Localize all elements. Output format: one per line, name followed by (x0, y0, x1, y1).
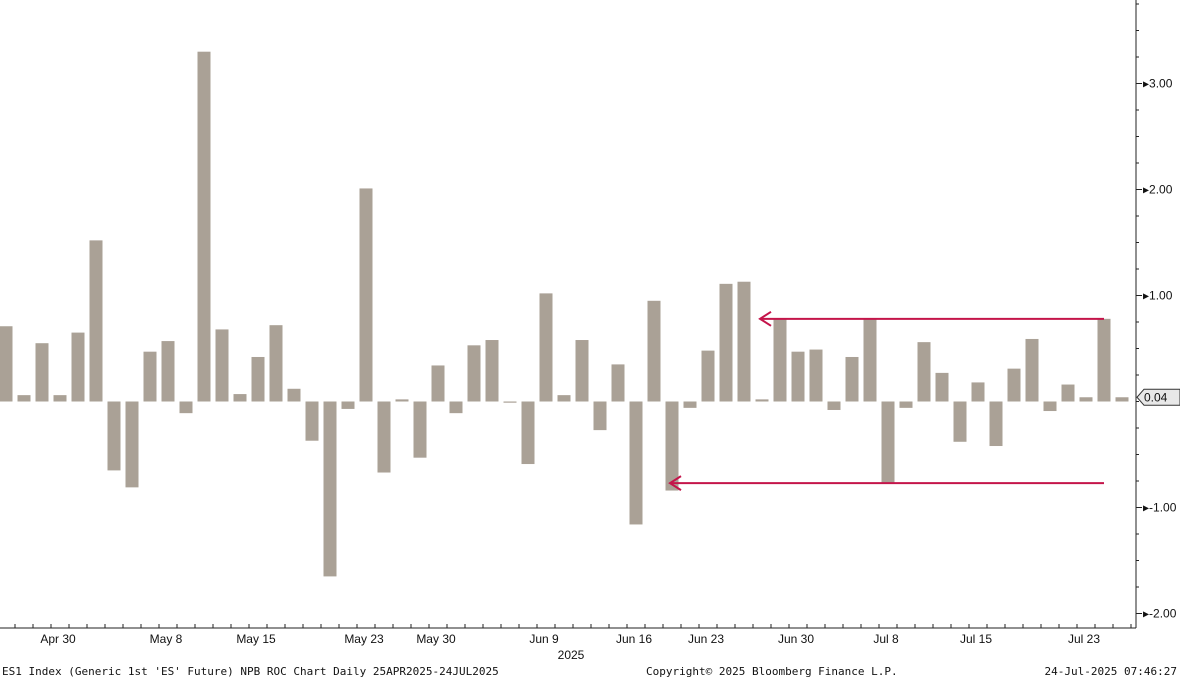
bar (845, 356, 859, 402)
footer-copyright-text: Copyright© 2025 Bloomberg Finance L.P. (646, 665, 898, 678)
bar (17, 395, 31, 402)
annotation-arrowhead (758, 310, 772, 327)
bar (1043, 401, 1057, 412)
bar (35, 343, 49, 402)
bar (341, 401, 355, 409)
annotations-layer (668, 310, 1104, 491)
bars-layer (0, 51, 1129, 577)
footer: ES1 Index (Generic 1st 'ES' Future) NPB … (2, 665, 1177, 678)
y-tick-label: ▸3.00 (1143, 77, 1173, 91)
bar (1079, 397, 1093, 402)
x-tick-label: Apr 30 (40, 632, 76, 646)
x-tick-label: Jun 30 (778, 632, 814, 646)
bar (125, 401, 139, 488)
bar (683, 401, 697, 408)
footer-left-text: ES1 Index (Generic 1st 'ES' Future) NPB … (2, 665, 499, 678)
bar (467, 345, 481, 402)
bar (323, 401, 337, 577)
bar (359, 188, 373, 402)
bar (1115, 397, 1129, 402)
bar (881, 401, 895, 484)
x-tick-label: Jul 15 (960, 632, 992, 646)
bar (971, 382, 985, 402)
bar (917, 342, 931, 402)
last-value-label: 0.04 (1144, 390, 1168, 404)
bar (395, 399, 409, 402)
x-tick-label: Jun 9 (529, 632, 559, 646)
bar (449, 401, 463, 414)
bar (161, 341, 175, 402)
x-tick-label: May 23 (344, 632, 384, 646)
y-tick-label: ▸-2.00 (1143, 607, 1177, 621)
bar (935, 372, 949, 402)
bar (269, 325, 283, 402)
bar (287, 388, 301, 402)
bar (377, 401, 391, 473)
bar (71, 332, 85, 402)
bar (755, 399, 769, 402)
bar (251, 356, 265, 402)
bar (53, 395, 67, 402)
x-tick-label: Jul 23 (1068, 632, 1100, 646)
bar (107, 401, 121, 471)
bar (593, 401, 607, 431)
bar (413, 401, 427, 458)
x-tick-label: Jun 23 (688, 632, 724, 646)
bar (539, 293, 553, 402)
y-tick-label: ▸-1.00 (1143, 501, 1177, 515)
annotation-arrowhead (668, 475, 682, 491)
bar (629, 401, 643, 525)
bar (557, 395, 571, 402)
bar (773, 318, 787, 402)
x-tick-label: Jul 8 (873, 632, 899, 646)
bar (791, 351, 805, 402)
footer-timestamp-text: 24-Jul-2025 07:46:27 (1045, 665, 1177, 678)
bar (1061, 384, 1075, 402)
x-tick-label: May 30 (416, 632, 456, 646)
bar (503, 401, 517, 403)
bar (89, 240, 103, 402)
bar (989, 401, 1003, 447)
bar (899, 401, 913, 408)
bar (1097, 318, 1111, 402)
bar (143, 351, 157, 402)
bar (575, 340, 589, 402)
bar (0, 326, 13, 402)
bar (809, 349, 823, 402)
bar (215, 329, 229, 402)
bar (431, 365, 445, 402)
last-value-tag (1136, 388, 1180, 406)
bar (233, 394, 247, 402)
bar (1007, 368, 1021, 402)
bar (737, 281, 751, 402)
bar (179, 401, 193, 414)
bar (665, 401, 679, 491)
bar (1025, 338, 1039, 402)
x-year-label: 2025 (558, 648, 585, 662)
x-tick-label: May 8 (150, 632, 183, 646)
bar (197, 51, 211, 402)
bar (485, 340, 499, 402)
bar (719, 283, 733, 402)
x-tick-label: Jun 16 (616, 632, 652, 646)
bar (827, 401, 841, 410)
bar (863, 318, 877, 402)
bar (521, 401, 535, 465)
y-tick-label: ▸1.00 (1143, 289, 1173, 303)
bar (701, 350, 715, 402)
bar (611, 364, 625, 402)
axes-layer: ▸3.00 ▸2.00 ▸1.00 ▸-1.00 ▸-2.00 0.04 Apr 30 May… (0, 0, 1180, 662)
bar (647, 300, 661, 402)
x-tick-label: May 15 (236, 632, 276, 646)
bar (953, 401, 967, 442)
y-tick-label: ▸2.00 (1143, 183, 1173, 197)
bar (305, 401, 319, 441)
